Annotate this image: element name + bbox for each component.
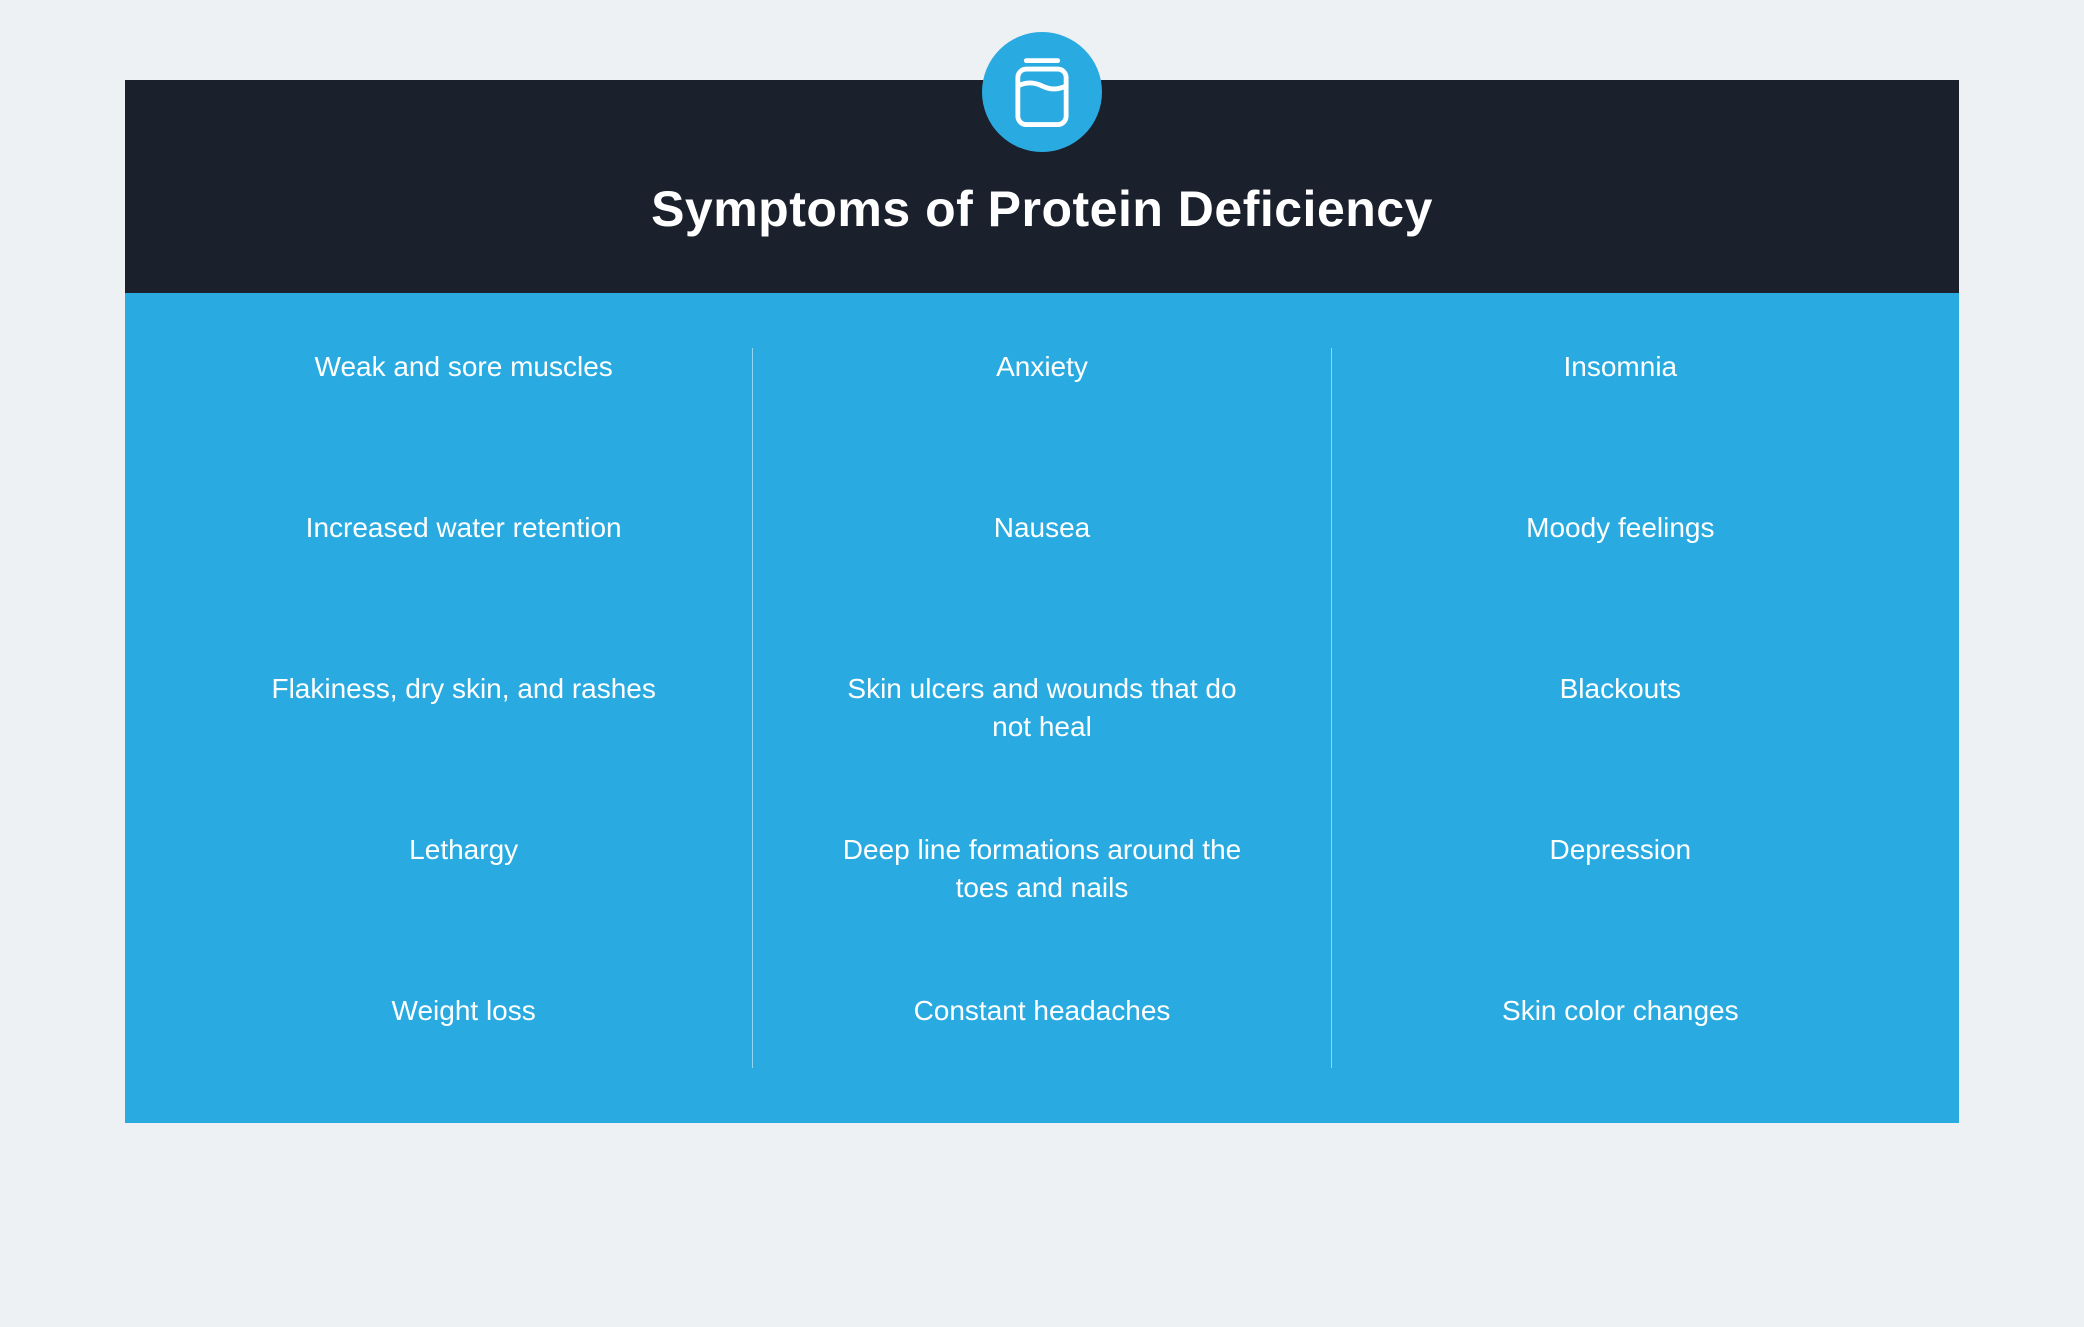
symptom-item: Anxiety: [996, 348, 1088, 424]
column-1: Weak and sore muscles Increased water re…: [175, 348, 753, 1068]
symptom-item: Lethargy: [409, 831, 518, 907]
symptom-item: Skin color changes: [1502, 992, 1739, 1068]
symptom-item: Blackouts: [1560, 670, 1681, 746]
symptom-item: Depression: [1550, 831, 1692, 907]
column-2: Anxiety Nausea Skin ulcers and wounds th…: [753, 348, 1331, 1068]
infographic-card: Symptoms of Protein Deficiency Weak and …: [125, 80, 1959, 1123]
symptom-item: Deep line formations around the toes and…: [842, 831, 1242, 907]
symptom-item: Moody feelings: [1526, 509, 1714, 585]
symptom-item: Nausea: [994, 509, 1091, 585]
symptom-item: Increased water retention: [306, 509, 622, 585]
symptom-item: Weight loss: [392, 992, 536, 1068]
jar-icon: [982, 32, 1102, 152]
header-title: Symptoms of Protein Deficiency: [125, 180, 1959, 238]
content-grid: Weak and sore muscles Increased water re…: [125, 293, 1959, 1123]
symptom-item: Weak and sore muscles: [315, 348, 613, 424]
symptom-item: Flakiness, dry skin, and rashes: [271, 670, 655, 746]
symptom-item: Insomnia: [1564, 348, 1678, 424]
column-3: Insomnia Moody feelings Blackouts Depres…: [1332, 348, 1909, 1068]
symptom-item: Skin ulcers and wounds that do not heal: [842, 670, 1242, 746]
symptom-item: Constant headaches: [914, 992, 1171, 1068]
